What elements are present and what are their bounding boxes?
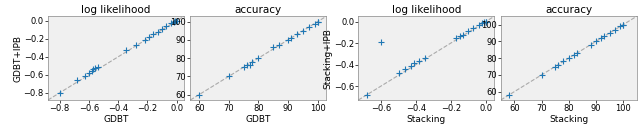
Point <box>312 21 323 23</box>
Point <box>303 26 314 28</box>
Point <box>157 28 167 30</box>
X-axis label: Stacking: Stacking <box>407 114 446 124</box>
Point <box>572 52 582 54</box>
Point <box>312 21 323 23</box>
Point <box>596 37 607 39</box>
Point <box>140 39 150 41</box>
Point <box>169 21 179 23</box>
X-axis label: GDBT: GDBT <box>103 114 129 124</box>
Title: accuracy: accuracy <box>235 6 282 16</box>
Point <box>474 24 484 26</box>
Point <box>239 66 249 68</box>
Point <box>93 66 103 68</box>
Point <box>414 60 424 62</box>
Point <box>401 68 411 70</box>
Point <box>87 70 97 72</box>
Point <box>84 72 94 74</box>
X-axis label: GDBT: GDBT <box>246 114 271 124</box>
Point <box>618 24 628 26</box>
Point <box>194 94 204 96</box>
Point <box>283 39 293 41</box>
Point <box>618 24 628 26</box>
Point <box>553 64 563 66</box>
X-axis label: Stacking: Stacking <box>549 114 588 124</box>
Point <box>599 35 609 37</box>
Point <box>274 44 284 46</box>
Point <box>286 37 296 39</box>
Point <box>148 33 159 35</box>
Point <box>420 57 430 59</box>
Point <box>536 74 547 76</box>
Point <box>224 75 234 77</box>
Point <box>161 25 172 27</box>
Title: accuracy: accuracy <box>545 6 593 16</box>
Point <box>79 75 90 77</box>
Point <box>610 29 620 31</box>
Point <box>477 22 487 24</box>
Point <box>54 92 65 94</box>
Point <box>406 65 416 67</box>
Point <box>468 27 479 29</box>
Point <box>454 35 465 37</box>
Point <box>504 94 514 96</box>
Point <box>268 46 278 48</box>
Point <box>241 64 252 66</box>
Y-axis label: GDBT+IPB: GDBT+IPB <box>13 35 22 82</box>
Point <box>90 68 100 70</box>
Point <box>409 62 419 64</box>
Point <box>451 37 461 39</box>
Point <box>569 54 579 56</box>
Point <box>586 44 596 46</box>
Point <box>550 66 561 68</box>
Point <box>591 40 601 42</box>
Point <box>131 44 141 46</box>
Point <box>376 41 386 43</box>
Point <box>458 34 468 35</box>
Point <box>88 68 99 70</box>
Point <box>298 30 308 32</box>
Point <box>558 60 568 62</box>
Y-axis label: Stacking+IPB: Stacking+IPB <box>324 28 333 88</box>
Point <box>310 22 320 24</box>
Point <box>244 64 255 66</box>
Title: log likelihood: log likelihood <box>81 6 150 16</box>
Point <box>253 57 264 59</box>
Point <box>120 50 131 51</box>
Point <box>463 30 474 32</box>
Point <box>144 36 154 38</box>
Point <box>172 20 182 22</box>
Point <box>166 22 176 24</box>
Point <box>152 30 163 32</box>
Point <box>616 25 626 27</box>
Point <box>564 57 574 59</box>
Point <box>479 21 489 23</box>
Point <box>605 32 615 34</box>
Point <box>481 21 491 23</box>
Point <box>394 72 404 74</box>
Point <box>481 21 491 23</box>
Title: log likelihood: log likelihood <box>392 6 461 16</box>
Point <box>72 79 83 81</box>
Point <box>292 34 302 35</box>
Point <box>248 61 258 63</box>
Point <box>362 94 372 96</box>
Point <box>170 20 180 22</box>
